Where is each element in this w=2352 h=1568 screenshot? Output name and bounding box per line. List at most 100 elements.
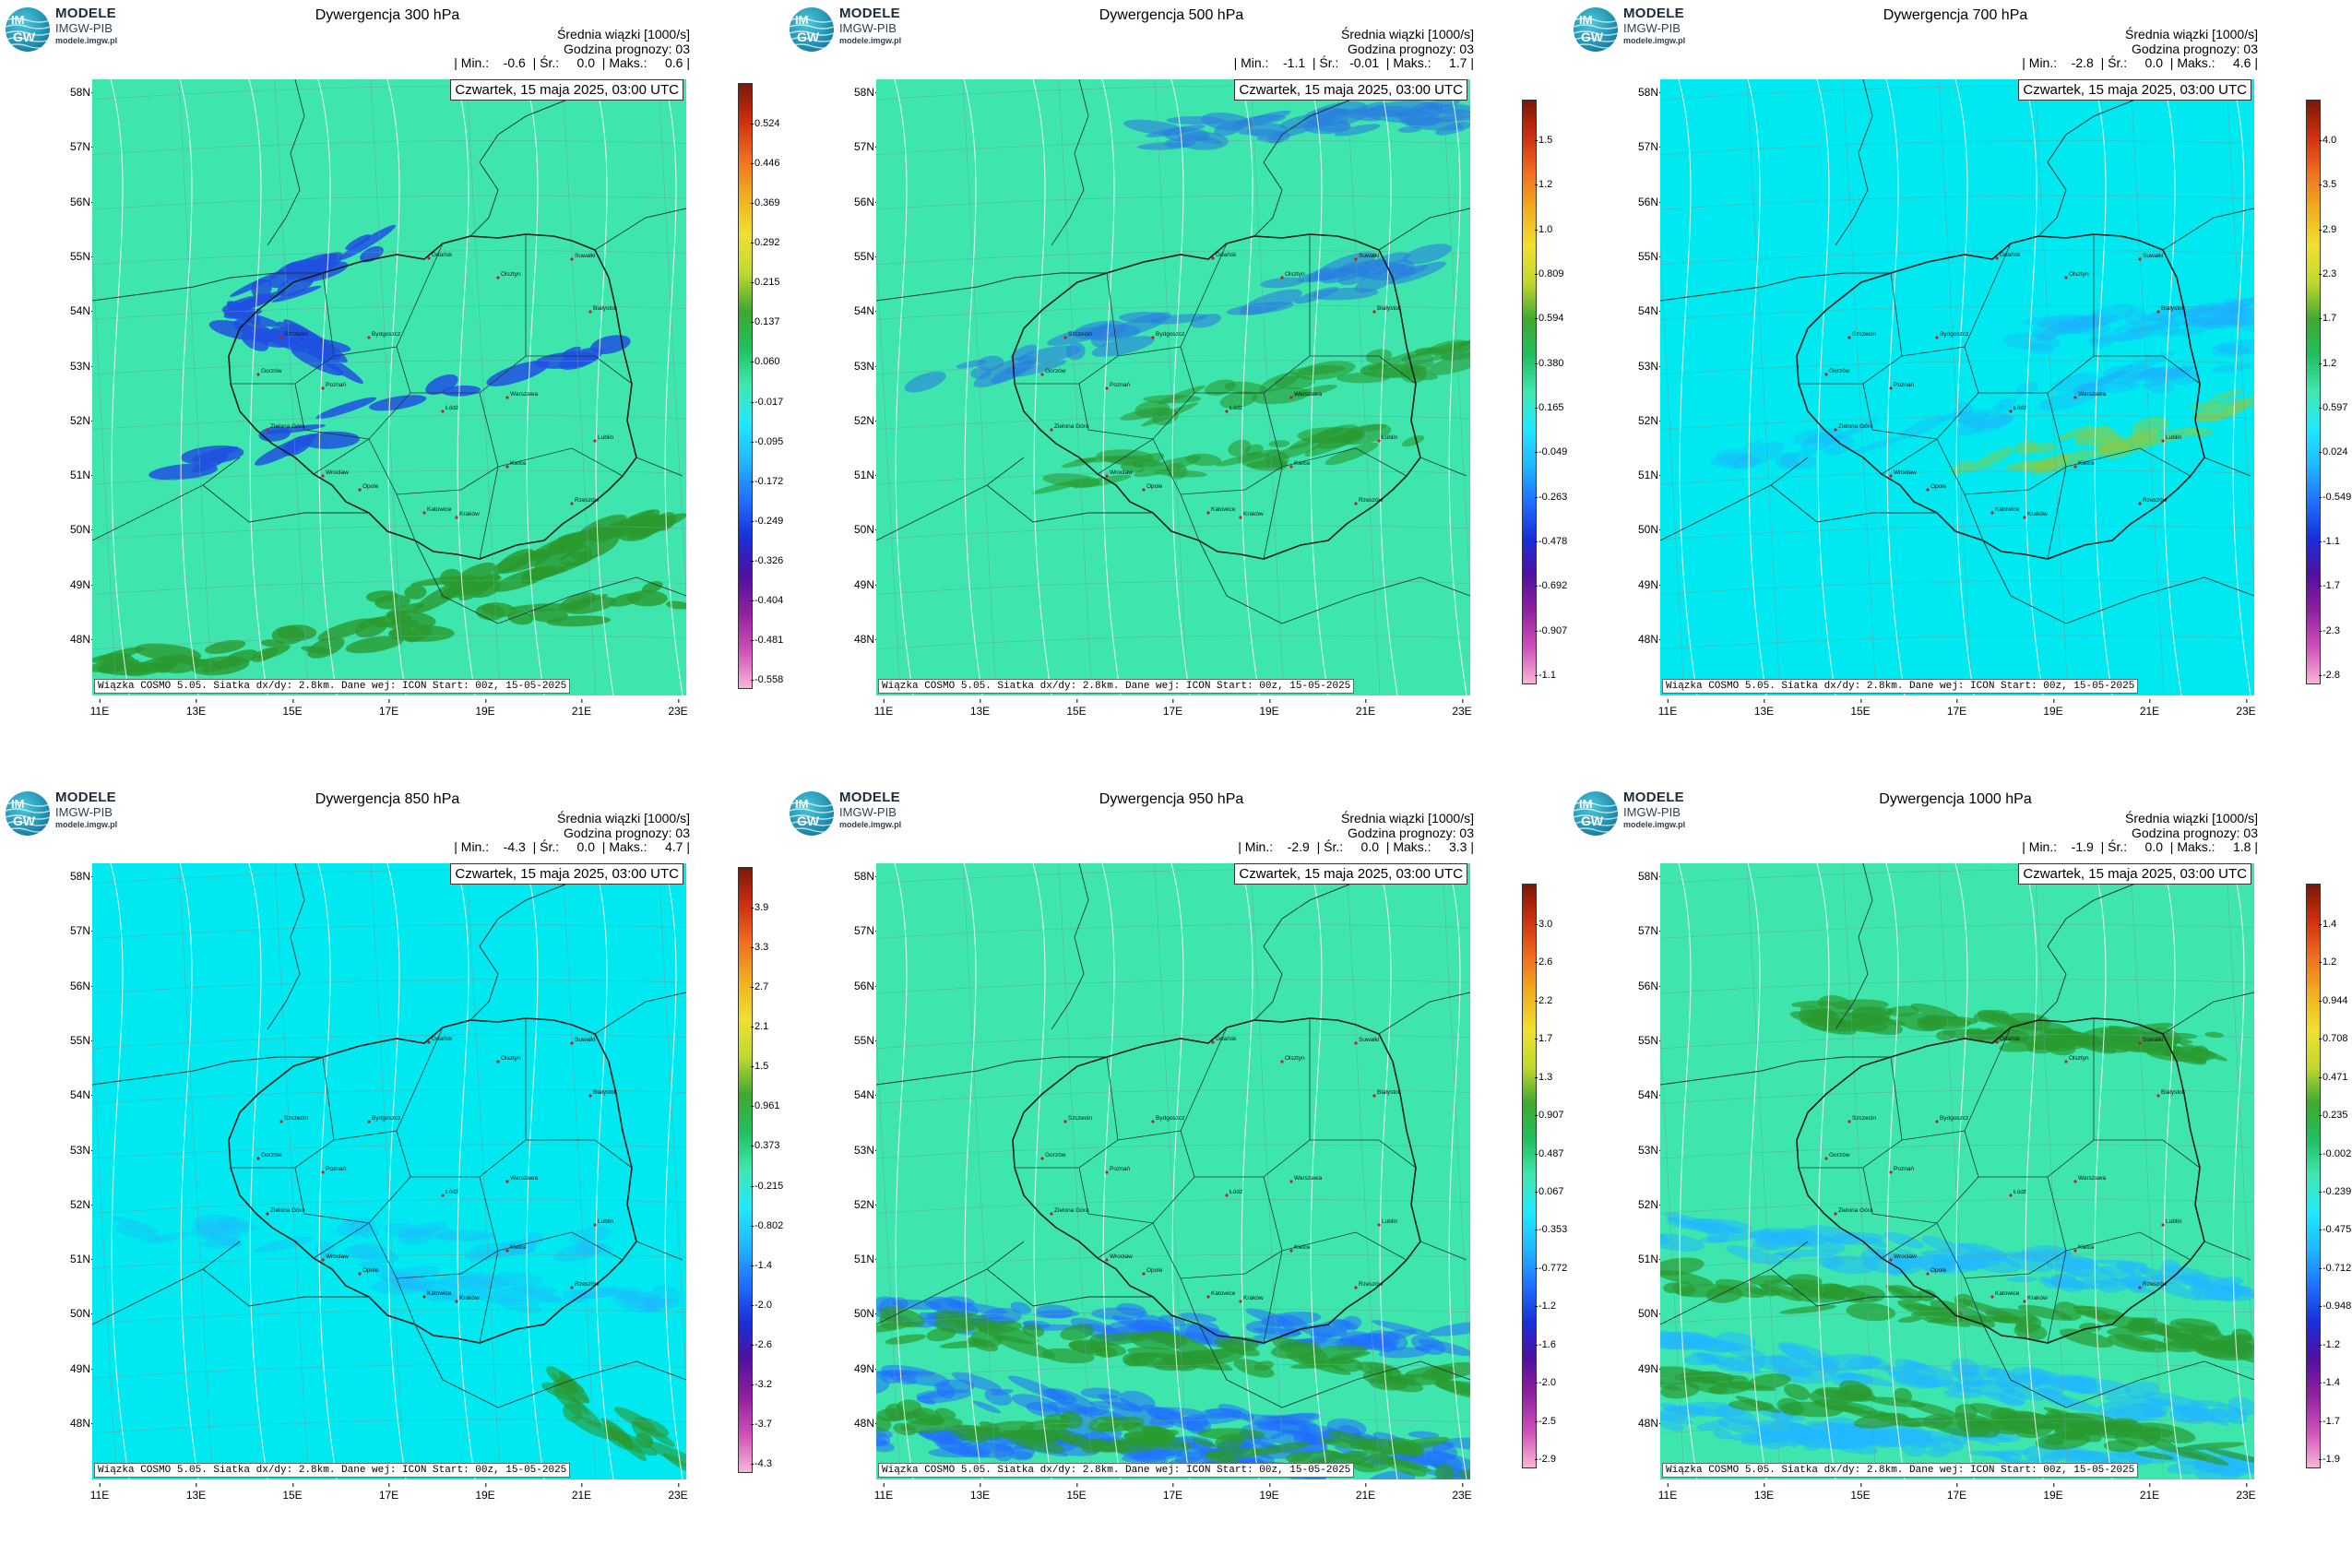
colorbar-tick-label: 0.809 <box>1535 268 1564 279</box>
svg-text:Olsztyn: Olsztyn <box>1285 271 1305 278</box>
svg-text:Suwałki: Suwałki <box>1359 1037 1379 1043</box>
latitude-tick-label: 55N <box>1637 1033 1664 1047</box>
latitude-tick-label: 54N <box>69 1088 96 1102</box>
latitude-tick-label: 52N <box>69 1197 96 1211</box>
latitude-tick-label: 57N <box>69 140 96 154</box>
colorbar <box>738 83 753 689</box>
svg-text:Warszawa: Warszawa <box>1294 391 1322 398</box>
svg-text:Lublin: Lublin <box>2166 1218 2182 1225</box>
colorbar-tick-label: -2.8 <box>2319 670 2340 681</box>
colorbar-tick-label: 0.215 <box>751 277 780 289</box>
logo-url: modele.imgw.pl <box>1623 820 1686 829</box>
logo-emblem-icon: IM GW <box>1574 791 1618 836</box>
longitude-axis: 11E 13E 15E 17E 19E 21E 23E <box>1658 699 2256 718</box>
stats-values: | Min.: -2.8 | Śr.: 0.0 | Maks.: 4.6 | <box>2022 55 2258 70</box>
colorbar-tick-label: -0.263 <box>1534 491 1568 503</box>
svg-text:Kraków: Kraków <box>459 1295 480 1301</box>
longitude-tick-label: 21E <box>1355 699 1376 718</box>
logo-url: modele.imgw.pl <box>55 36 118 45</box>
svg-text:Lublin: Lublin <box>598 1218 614 1225</box>
stats-block: Średnia wiązki [1000/s] Godzina prognozy:… <box>1238 811 1474 855</box>
logo-circle-bottom: GW <box>797 814 820 828</box>
svg-text:Kielce: Kielce <box>1294 460 1311 467</box>
latitude-tick-label: 51N <box>69 469 96 482</box>
latitude-tick-label: 58N <box>1637 86 1664 99</box>
longitude-axis: 11E 13E 15E 17E 19E 21E 23E <box>89 699 688 718</box>
logo-circle-bottom: GW <box>13 30 36 44</box>
forecast-hour: Godzina prognozy: 03 <box>2132 825 2258 840</box>
latitude-tick-label: 50N <box>1637 1307 1664 1321</box>
colorbar-tick-label: 0.446 <box>751 158 780 170</box>
svg-text:Rzeszów: Rzeszów <box>575 497 600 504</box>
colorbar-tick-label: 1.2 <box>2318 357 2337 369</box>
svg-text:Olsztyn: Olsztyn <box>2069 1055 2089 1062</box>
model-footer: Wiązka COSMO 5.05. Siatka dx/dy: 2.8km. … <box>878 679 1355 694</box>
svg-text:Wrocław: Wrocław <box>1894 469 1917 476</box>
colorbar <box>2306 884 2321 1468</box>
svg-text:Lublin: Lublin <box>1382 1218 1398 1225</box>
colorbar-tick-label: -0.481 <box>750 634 784 646</box>
svg-text:Opole: Opole <box>1146 1267 1163 1274</box>
colorbar-tick-label: -2.0 <box>1535 1377 1556 1389</box>
logo-emblem-icon: IM GW <box>790 7 834 52</box>
longitude-tick-label: 13E <box>1753 699 1775 718</box>
colorbar-tick-label: -1.4 <box>2319 1377 2340 1389</box>
colorbar-tick-label: -0.772 <box>1534 1262 1568 1274</box>
svg-text:Wrocław: Wrocław <box>1110 1253 1133 1260</box>
latitude-tick-label: 54N <box>1637 304 1664 318</box>
colorbar-tick-label: -2.6 <box>751 1338 772 1350</box>
latitude-tick-label: 57N <box>853 924 880 938</box>
latitude-axis: 58N 57N 56N 55N 54N 53N 52N 51N 50N 49N 48N <box>55 79 96 695</box>
panel-title: Dywergencja 700 hPa <box>1883 7 2028 23</box>
colorbar-tick-label: -0.172 <box>750 475 784 487</box>
svg-text:Szczecin: Szczecin <box>1852 331 1876 338</box>
svg-text:Białystok: Białystok <box>2161 305 2186 312</box>
forecast-hour: Godzina prognozy: 03 <box>564 41 690 56</box>
colorbar-tick-label: 1.0 <box>1534 223 1553 235</box>
logo-title: MODELE <box>1623 6 1684 21</box>
latitude-tick-label: 54N <box>69 304 96 318</box>
svg-text:Wrocław: Wrocław <box>326 469 349 476</box>
logo-emblem-icon: IM GW <box>6 791 50 836</box>
colorbar-tick-label: 0.961 <box>751 1100 780 1112</box>
colorbar-tick-label: -0.558 <box>750 674 784 685</box>
divergence-map: Gdańsk Olsztyn Suwałki Szczecin Bydgoszcz Bia… <box>92 863 686 1479</box>
longitude-tick-label: 11E <box>89 699 110 718</box>
latitude-tick-label: 56N <box>853 979 880 992</box>
colorbar-tick-label: 4.0 <box>2318 135 2337 146</box>
imgw-logo: IM GW MODELE IMGW-PIB modele.imgw.pl <box>1574 790 1721 836</box>
svg-text:Kielce: Kielce <box>2078 460 2095 467</box>
longitude-tick-label: 13E <box>969 699 991 718</box>
svg-text:Katowice: Katowice <box>1995 1290 2020 1297</box>
logo-circle-top: IM <box>795 13 809 27</box>
latitude-axis: 58N 57N 56N 55N 54N 53N 52N 51N 50N 49N 48N <box>1623 79 1664 695</box>
imgw-logo: IM GW MODELE IMGW-PIB modele.imgw.pl <box>790 6 937 52</box>
colorbar-tick-label: -0.478 <box>1534 536 1568 547</box>
map-panel: IM GW MODELE IMGW-PIB modele.imgw.pl Dywergen… <box>1568 784 2352 1568</box>
divergence-map: Gdańsk Olsztyn Suwałki Szczecin Bydgoszcz Bia… <box>876 863 1470 1479</box>
svg-text:Zielona Góra: Zielona Góra <box>1838 423 1873 430</box>
latitude-tick-label: 48N <box>69 633 96 646</box>
colorbar-tick-label: 1.5 <box>750 1061 769 1073</box>
logo-subtitle: IMGW-PIB <box>55 21 113 35</box>
svg-text:Bydgoszcz: Bydgoszcz <box>1156 331 1184 338</box>
latitude-tick-label: 54N <box>853 1088 880 1102</box>
colorbar-tick-label: -1.7 <box>2319 1415 2340 1427</box>
latitude-tick-label: 55N <box>853 1033 880 1047</box>
svg-text:Olsztyn: Olsztyn <box>2069 271 2089 278</box>
svg-text:Poznań: Poznań <box>1894 382 1914 388</box>
longitude-tick-label: 19E <box>1259 699 1279 718</box>
svg-text:Gdańsk: Gdańsk <box>1216 1036 1237 1042</box>
colorbar-tick-label: -1.1 <box>1535 670 1556 681</box>
svg-text:Kraków: Kraków <box>1243 511 1264 517</box>
colorbar-tick-label: 0.708 <box>2319 1033 2348 1045</box>
logo-emblem-icon: IM GW <box>6 7 50 52</box>
stats-values: | Min.: -0.6 | Śr.: 0.0 | Maks.: 0.6 | <box>454 55 690 70</box>
longitude-tick-label: 23E <box>1452 1483 1472 1502</box>
colorbar-tick-label: 0.471 <box>2319 1071 2348 1083</box>
colorbar-tick-label: -0.049 <box>1534 446 1568 458</box>
divergence-map: Gdańsk Olsztyn Suwałki Szczecin Bydgoszcz Bia… <box>1660 79 2254 695</box>
colorbar-tick-label: -2.5 <box>1535 1415 1556 1427</box>
colorbar-tick-label: -1.9 <box>2319 1454 2340 1465</box>
colorbar-tick-label: -0.249 <box>750 515 784 527</box>
